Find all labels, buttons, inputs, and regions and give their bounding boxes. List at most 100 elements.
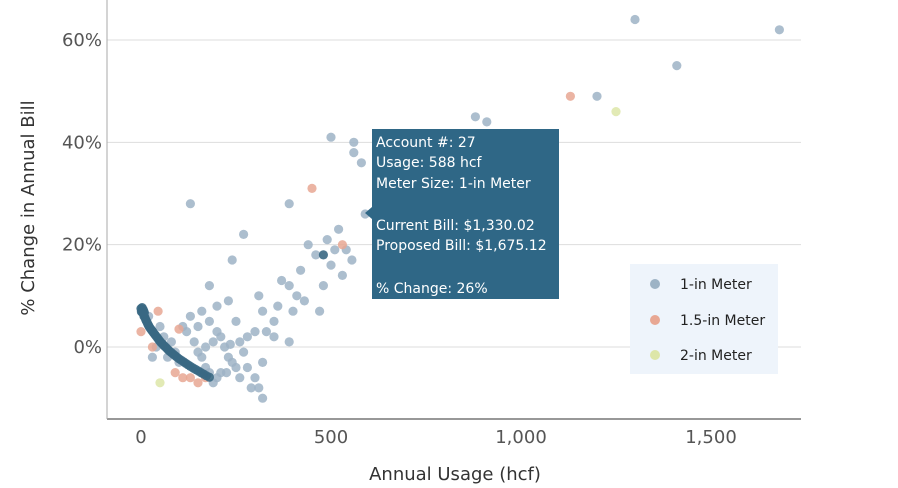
data-point[interactable] (250, 327, 260, 337)
data-point[interactable] (204, 316, 214, 326)
data-point[interactable] (277, 275, 287, 286)
data-point[interactable] (330, 245, 340, 255)
data-point[interactable] (227, 255, 237, 265)
tooltip-pct-change: % Change: 26% (376, 281, 488, 297)
data-point[interactable] (197, 306, 207, 316)
data-point[interactable] (185, 199, 195, 209)
data-point[interactable] (592, 91, 602, 101)
legend-marker-1in (650, 279, 660, 289)
x-tick-labels: 0 500 1,000 1,500 (135, 427, 736, 448)
legend-label-1in: 1-in Meter (680, 277, 752, 293)
data-point[interactable] (258, 306, 268, 316)
data-point[interactable] (166, 337, 176, 347)
data-point[interactable] (246, 383, 256, 393)
data-point[interactable] (292, 291, 302, 301)
data-point[interactable] (565, 91, 576, 101)
data-point[interactable] (349, 148, 359, 158)
data-point[interactable] (189, 337, 199, 347)
data-point[interactable] (470, 112, 480, 122)
data-point[interactable] (208, 337, 218, 347)
data-point[interactable] (170, 368, 180, 378)
data-point[interactable] (193, 378, 203, 388)
data-point[interactable] (307, 183, 317, 193)
legend-item-1in[interactable]: 1-in Meter (650, 277, 752, 293)
data-points[interactable] (136, 14, 785, 403)
data-point[interactable] (178, 373, 188, 383)
data-point[interactable] (250, 373, 260, 383)
data-point[interactable] (299, 296, 309, 306)
data-point[interactable] (147, 342, 157, 352)
data-point[interactable] (322, 235, 332, 245)
data-point[interactable] (185, 311, 195, 321)
data-point[interactable] (258, 393, 268, 403)
data-point[interactable] (318, 281, 328, 291)
data-point[interactable] (204, 372, 214, 382)
data-point[interactable] (155, 321, 165, 332)
data-point[interactable] (235, 337, 245, 347)
data-point[interactable] (193, 347, 203, 357)
legend-item-2in[interactable]: 2-in Meter (650, 348, 752, 364)
data-point[interactable] (185, 373, 195, 383)
data-point[interactable] (221, 368, 232, 378)
data-point[interactable] (216, 332, 226, 342)
y-tick-label: 60% (62, 30, 102, 51)
legend-item-1-5in[interactable]: 1.5-in Meter (650, 313, 765, 329)
data-point[interactable] (273, 301, 283, 311)
data-point[interactable] (227, 357, 237, 367)
data-point[interactable] (239, 229, 249, 239)
data-point[interactable] (174, 324, 184, 334)
data-point[interactable] (231, 316, 241, 326)
data-point[interactable] (254, 383, 264, 393)
tooltip-meter-size: Meter Size: 1-in Meter (376, 176, 531, 192)
tooltip-account: Account #: 27 (376, 135, 476, 151)
data-point[interactable] (311, 250, 321, 260)
data-point[interactable] (235, 373, 245, 383)
data-point[interactable] (284, 281, 294, 291)
data-point[interactable] (326, 132, 336, 142)
data-point[interactable] (258, 357, 268, 367)
data-point[interactable] (356, 158, 366, 168)
data-point[interactable] (337, 270, 347, 280)
data-point[interactable] (147, 352, 157, 362)
tooltip: Account #: 27 Usage: 588 hcf Meter Size:… (365, 129, 559, 299)
data-point[interactable] (225, 339, 235, 349)
data-point[interactable] (239, 347, 249, 357)
data-point[interactable] (349, 137, 359, 147)
data-point[interactable] (223, 296, 233, 306)
data-point[interactable] (315, 306, 325, 316)
data-point[interactable] (630, 14, 640, 25)
data-point[interactable] (136, 327, 146, 337)
data-point[interactable] (269, 316, 279, 326)
data-point[interactable] (155, 378, 165, 388)
data-point[interactable] (774, 25, 785, 35)
data-point[interactable] (261, 327, 271, 337)
legend-marker-2in (650, 350, 660, 360)
data-point[interactable] (139, 308, 149, 318)
data-point[interactable] (204, 281, 214, 291)
data-point[interactable] (303, 240, 313, 250)
data-point[interactable] (284, 199, 294, 209)
data-point[interactable] (254, 291, 264, 301)
legend-label-2in: 2-in Meter (680, 348, 752, 364)
data-point[interactable] (242, 362, 252, 373)
data-point[interactable] (288, 306, 298, 316)
data-point[interactable] (201, 342, 211, 352)
data-point[interactable] (212, 301, 222, 311)
data-point[interactable] (242, 332, 252, 342)
data-point[interactable] (326, 260, 336, 270)
data-point[interactable] (296, 265, 306, 275)
data-point[interactable] (284, 337, 294, 347)
data-point[interactable] (193, 321, 203, 332)
data-point[interactable] (334, 224, 344, 234)
data-point[interactable] (269, 332, 279, 342)
data-point[interactable] (611, 107, 621, 117)
y-tick-label: 40% (62, 132, 102, 153)
data-point[interactable] (482, 117, 492, 127)
data-point[interactable] (337, 240, 347, 250)
data-point[interactable] (672, 61, 682, 71)
x-tick-label: 500 (314, 427, 348, 448)
data-point[interactable] (318, 250, 328, 260)
data-point[interactable] (153, 306, 163, 316)
data-point[interactable] (347, 255, 357, 265)
